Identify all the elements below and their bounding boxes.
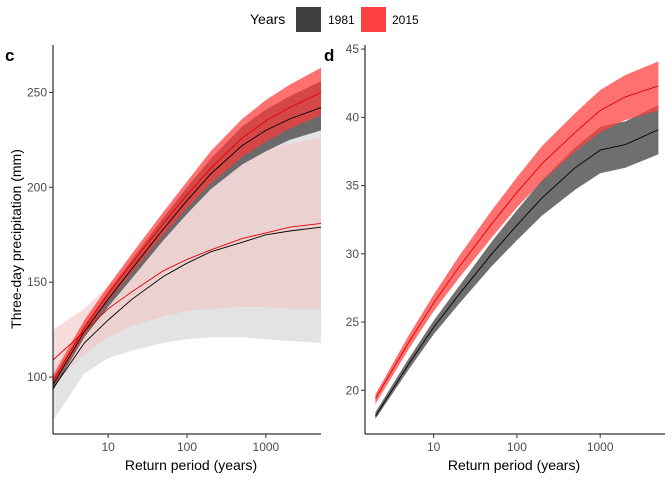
- panel-d: d 10 100 1000 20 25 30 35 40 45 Return period (y…: [324, 42, 665, 473]
- panel-d-lines: [375, 85, 659, 417]
- panel-c-y-tick-label: 200: [27, 180, 47, 194]
- panel-d-x-tick-label: 100: [507, 440, 527, 454]
- panel-c-series-1981-narrow-line: [52, 107, 322, 385]
- panel-d-ticks: 10 100 1000 20 25 30 35 40 45: [346, 42, 614, 454]
- panel-d-series-1981-band: [375, 105, 659, 419]
- panel-d-y-tick-label: 20: [346, 383, 360, 397]
- panel-d-x-tick-label: 1000: [587, 440, 614, 454]
- panel-d-x-axis-title: Return period (years): [448, 457, 580, 473]
- panel-d-y-tick-label: 40: [346, 110, 360, 124]
- panel-c-series-2015-narrow-band: [53, 67, 321, 387]
- panel-c-y-axis-title: Three-day precipitation (mm): [8, 149, 24, 329]
- panel-tag-c: c: [5, 46, 14, 65]
- panel-c-x-tick-label: 1000: [253, 440, 280, 454]
- panel-c-bands: [53, 67, 321, 421]
- legend: Years 1981 2015: [250, 7, 419, 32]
- panel-d-y-tick-label: 25: [346, 315, 360, 329]
- legend-title: Years: [250, 11, 285, 27]
- panel-c: c 10 100 1000 100 150 200 250 Return period (y…: [5, 45, 322, 473]
- panel-c-y-tick-label: 100: [27, 370, 47, 384]
- panel-c-y-tick-label: 150: [27, 275, 47, 289]
- panel-c-series-2015-narrow-line: [52, 91, 322, 382]
- panel-tag-d: d: [324, 46, 334, 65]
- panel-c-series-2015-wide-line: [52, 222, 322, 361]
- legend-label-2015: 2015: [392, 13, 419, 27]
- panel-c-series-2015-wide-band: [53, 138, 321, 385]
- panel-c-series-1981-wide-line: [52, 226, 322, 389]
- panel-c-x-tick-label: 100: [177, 440, 197, 454]
- panel-c-ticks: 10 100 1000 100 150 200 250: [27, 85, 280, 454]
- legend-key-1981: [296, 7, 321, 32]
- panel-c-x-tick-label: 10: [101, 440, 115, 454]
- legend-key-2015: [361, 7, 386, 32]
- panel-c-x-axis-title: Return period (years): [125, 457, 257, 473]
- legend-label-1981: 1981: [328, 13, 355, 27]
- panel-d-y-tick-label: 35: [346, 179, 360, 193]
- panel-c-y-tick-label: 250: [27, 85, 47, 99]
- panel-d-series-2015-line: [375, 85, 659, 399]
- panel-d-series-1981-line: [375, 129, 659, 417]
- panel-d-y-tick-label: 45: [346, 42, 360, 56]
- panel-c-lines: [52, 91, 322, 389]
- panel-d-y-tick-label: 30: [346, 247, 360, 261]
- panel-d-bands: [375, 61, 659, 419]
- panel-d-x-tick-label: 10: [427, 440, 441, 454]
